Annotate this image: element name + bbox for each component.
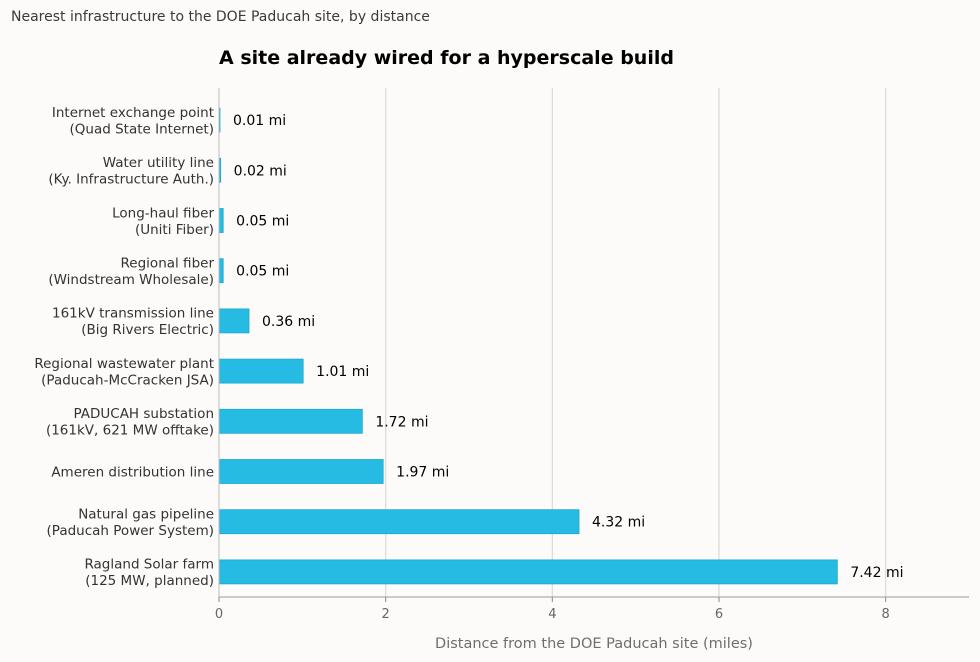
y-tick-label-line: (125 MW, planned) <box>85 573 214 589</box>
data-label: 1.97 mi <box>396 465 449 481</box>
data-label: 0.05 mi <box>236 214 289 230</box>
y-tick-label-line: (Windstream Wholesale) <box>48 272 214 288</box>
bar <box>218 308 250 334</box>
y-tick-label-line: Natural gas pipeline <box>78 506 214 522</box>
x-tick-label: 4 <box>548 607 556 622</box>
bar <box>218 358 304 384</box>
y-tick-label-line: Water utility line <box>103 155 214 171</box>
chart-title: A site already wired for a hyperscale bu… <box>219 47 674 69</box>
y-tick-label-line: 161kV transmission line <box>52 306 214 322</box>
bar <box>218 459 384 484</box>
y-tick-label: Water utility line (Ky. Infrastructure Au… <box>48 155 214 188</box>
data-label: 1.01 mi <box>316 364 369 380</box>
data-label: 0.36 mi <box>262 314 315 330</box>
data-label: 4.32 mi <box>592 515 645 531</box>
y-tick-label-line: (Ky. Infrastructure Auth.) <box>48 172 214 188</box>
bar <box>218 559 838 585</box>
bars-group: 0.01 mi 0.02 mi 0.05 mi 0.05 mi 0.36 mi 1.01 … <box>218 107 903 585</box>
x-axis-title: Distance from the DOE Paducah site (mile… <box>435 636 753 652</box>
y-tick-label: Regional fiber (Windstream Wholesale) <box>48 255 214 288</box>
y-tick-label: 161kV transmission line (Big Rivers Elect… <box>52 306 214 339</box>
y-tick-label: Regional wastewater plant (Paducah-McCrac… <box>34 356 214 389</box>
y-tick-label-line: Ameren distribution line <box>51 465 214 481</box>
x-tick-label: 2 <box>382 607 390 622</box>
y-tick-label-line: (Paducah-McCracken JSA) <box>41 372 214 388</box>
y-tick-label: Natural gas pipeline (Paducah Power Syste… <box>47 506 214 539</box>
y-tick-label-line: (161kV, 621 MW offtake) <box>46 423 214 439</box>
y-tick-label-line: Regional fiber <box>121 255 215 271</box>
chart-kicker: Nearest infrastructure to the DOE Paduca… <box>11 9 430 25</box>
y-tick-label-line: (Uniti Fiber) <box>135 222 214 238</box>
bar <box>218 509 580 535</box>
y-tick-label-line: Regional wastewater plant <box>34 356 214 372</box>
y-tick-label-line: Long-haul fiber <box>112 205 214 221</box>
axes-group: 0 2 4 6 8 Internet exchange point (Quad State … <box>34 88 969 622</box>
x-tick-label: 8 <box>882 607 890 622</box>
y-tick-label-line: (Big Rivers Electric) <box>81 322 214 338</box>
data-label: 0.05 mi <box>236 264 289 280</box>
x-tick-label: 6 <box>715 607 723 622</box>
y-tick-label-line: Ragland Solar farm <box>84 557 214 573</box>
y-tick-label-line: (Quad State Internet) <box>70 121 214 137</box>
bar <box>218 258 224 284</box>
y-tick-label-line: PADUCAH substation <box>73 406 214 422</box>
y-tick-label-line: (Paducah Power System) <box>47 523 214 539</box>
bar <box>218 208 224 233</box>
y-tick-label: Long-haul fiber (Uniti Fiber) <box>112 205 214 238</box>
data-label: 1.72 mi <box>375 414 428 430</box>
y-tick-label: PADUCAH substation (161kV, 621 MW offtake… <box>46 406 214 439</box>
y-tick-label: Ameren distribution line <box>51 465 214 481</box>
y-tick-label-line: Internet exchange point <box>52 105 214 121</box>
bar <box>218 408 363 434</box>
data-label: 0.02 mi <box>234 163 287 179</box>
y-tick-label: Ragland Solar farm (125 MW, planned) <box>84 557 214 590</box>
x-tick-label: 0 <box>215 607 223 622</box>
y-tick-label: Internet exchange point (Quad State Inter… <box>52 105 214 138</box>
data-label: 0.01 mi <box>233 113 286 129</box>
data-label: 7.42 mi <box>850 565 903 581</box>
